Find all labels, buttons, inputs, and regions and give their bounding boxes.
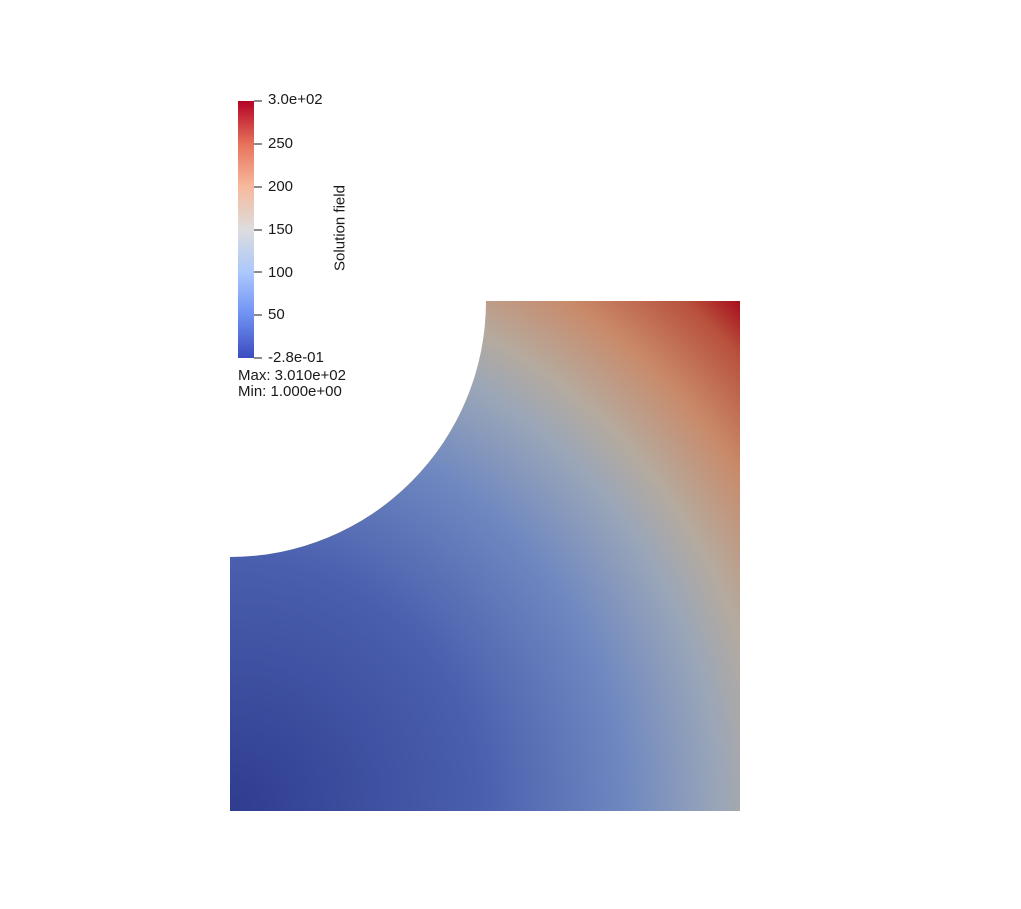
scalar-bar bbox=[238, 100, 262, 359]
scalar-bar-tick-label: 250 bbox=[268, 135, 294, 152]
scalar-bar-tick-label: -2.8e-01 bbox=[268, 349, 324, 366]
scalar-bar-title: Solution field bbox=[331, 185, 349, 271]
scalar-bar-tick-label: 150 bbox=[268, 221, 294, 238]
scalar-bar-tick-label: 100 bbox=[268, 264, 294, 281]
scalar-bar-tick-label: 200 bbox=[268, 178, 294, 195]
range-min-label: Min: 1.000e+00 bbox=[238, 383, 342, 400]
scalar-bar-tick-label: 3.0e+02 bbox=[268, 91, 323, 108]
range-max-label: Max: 3.010e+02 bbox=[238, 367, 346, 384]
scalar-bar-gradient bbox=[238, 101, 254, 358]
scalar-bar-ticks bbox=[254, 100, 262, 359]
scalar-bar-tick-label: 50 bbox=[268, 306, 285, 323]
